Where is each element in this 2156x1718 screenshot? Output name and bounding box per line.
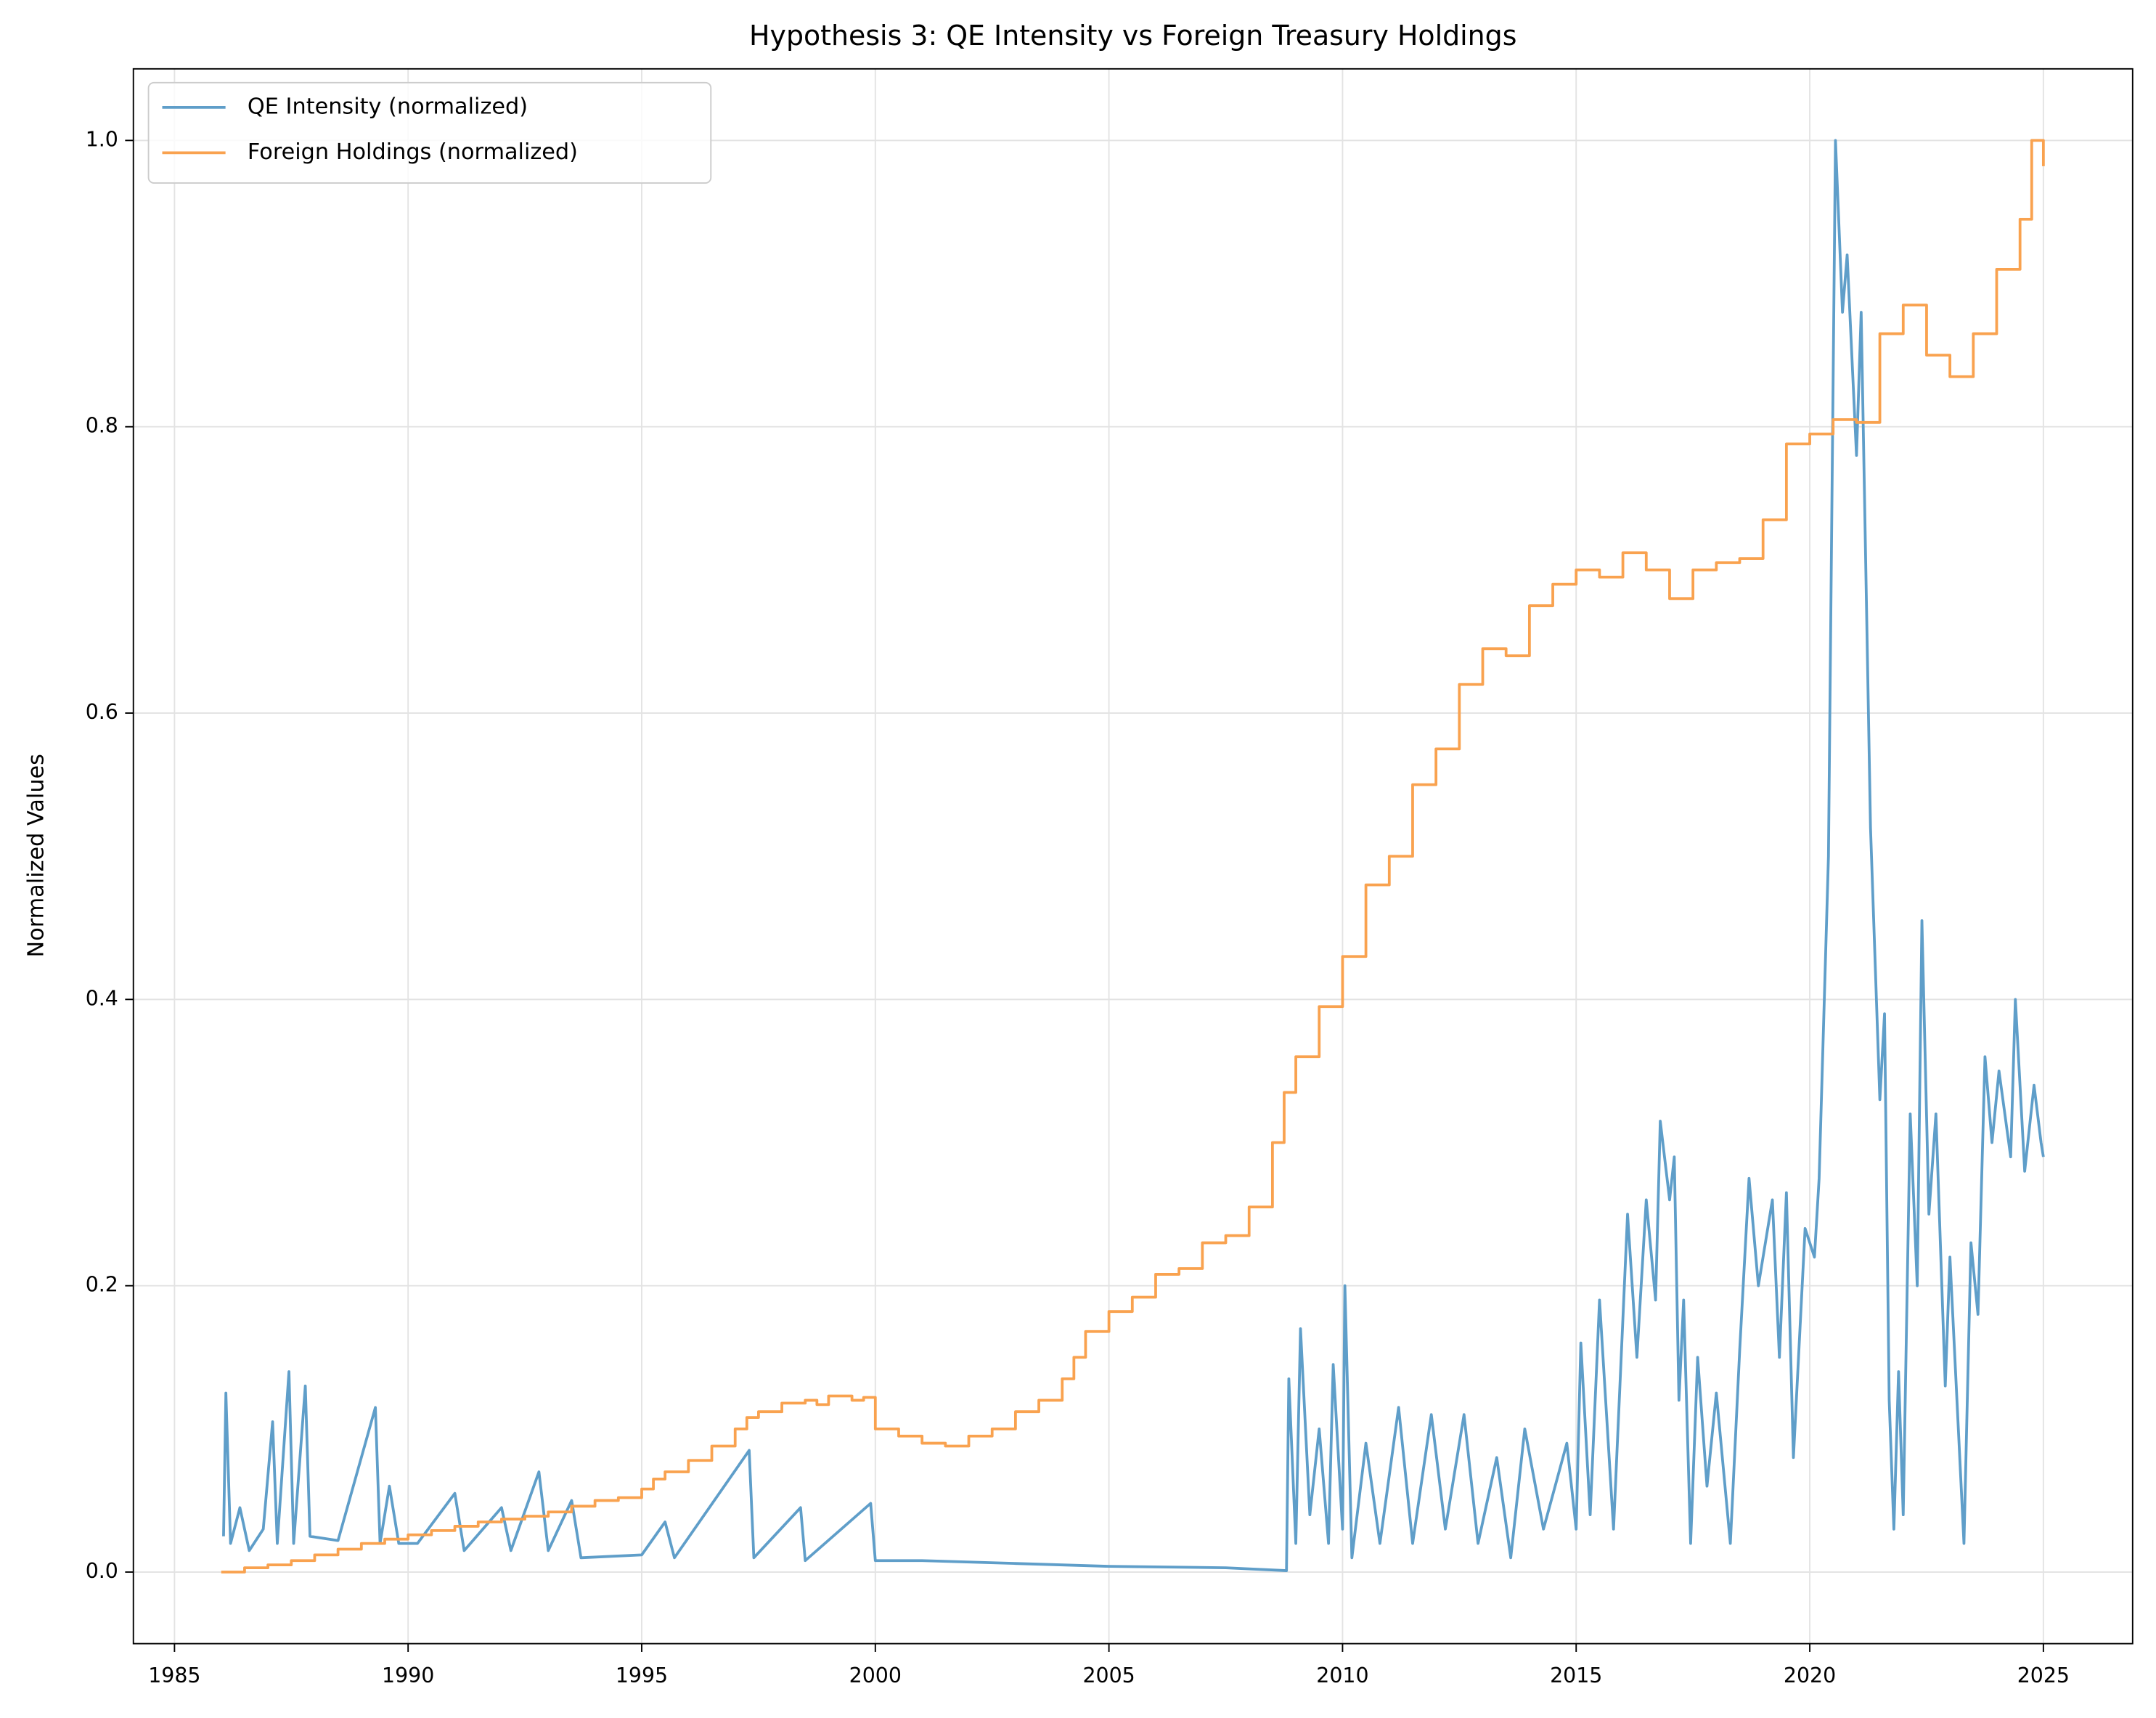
chart-title: Hypothesis 3: QE Intensity vs Foreign Tr… (749, 20, 1516, 52)
series-line (222, 139, 2045, 1572)
x-tick-label: 1985 (148, 1664, 200, 1688)
y-tick-label: 0.8 (86, 414, 118, 438)
x-tick-label: 2005 (1082, 1664, 1135, 1688)
legend-label: QE Intensity (normalized) (248, 94, 528, 119)
series-line (221, 139, 2045, 1574)
y-tick-label: 0.0 (86, 1559, 118, 1583)
x-tick-label: 2025 (2017, 1664, 2070, 1688)
x-tick-label: 1995 (616, 1664, 668, 1688)
y-tick-label: 1.0 (86, 127, 118, 151)
legend-box (147, 81, 712, 184)
x-tick-label: 2015 (1550, 1664, 1602, 1688)
y-tick-label: 0.6 (86, 700, 118, 724)
axes: 1985 1990 1995 2000 2005 2010 2015 2020 2025 0.0 0… (86, 127, 2070, 1688)
plot-lines (221, 139, 2045, 1574)
legend-label: Foreign Holdings (normalized) (248, 139, 578, 165)
x-tick-label: 2010 (1316, 1664, 1368, 1688)
legend: QE Intensity (normalized) Foreign Holding… (147, 81, 712, 184)
x-tick-label: 2020 (1784, 1664, 1836, 1688)
y-axis-label: Normalized Values (24, 754, 49, 957)
grid (133, 68, 2133, 1644)
x-tick-label: 2000 (849, 1664, 902, 1688)
y-tick-label: 0.4 (86, 986, 118, 1010)
y-tick-label: 0.2 (86, 1273, 118, 1297)
x-tick-label: 1990 (382, 1664, 434, 1688)
plot-frame (132, 68, 2133, 1645)
